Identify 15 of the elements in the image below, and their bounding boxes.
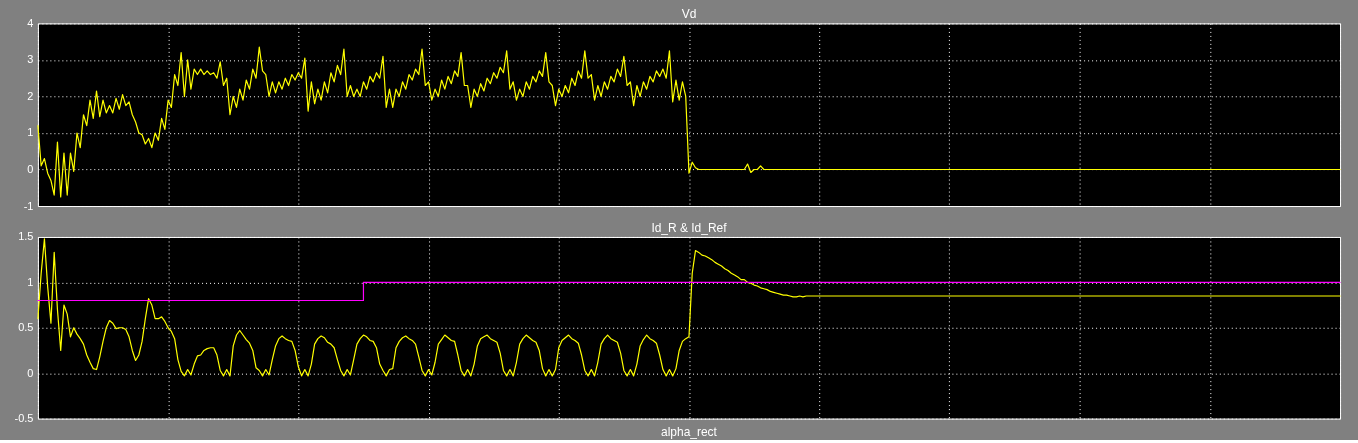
text: alpha_rect [661, 424, 718, 439]
y-tick-label: 0 [27, 163, 34, 175]
y-tick-label: 0 [27, 366, 34, 379]
y-tick-label: -1 [23, 199, 34, 212]
line-series [37, 46, 1341, 198]
y-tick-label: 3 [27, 53, 34, 66]
y-tick-label: 0.5 [18, 321, 34, 334]
y-tick-label: 4 [27, 16, 34, 29]
y-tick-label: 1 [27, 275, 34, 288]
chart-title: Id_R & Id_Ref [651, 220, 728, 235]
y-tick-label: 2 [27, 89, 34, 102]
y-tick-label: -0.5 [14, 412, 34, 425]
y-tick-label: 1.5 [18, 230, 34, 243]
y-tick-label: 1 [27, 126, 34, 139]
chart-title: Vd [681, 7, 697, 22]
